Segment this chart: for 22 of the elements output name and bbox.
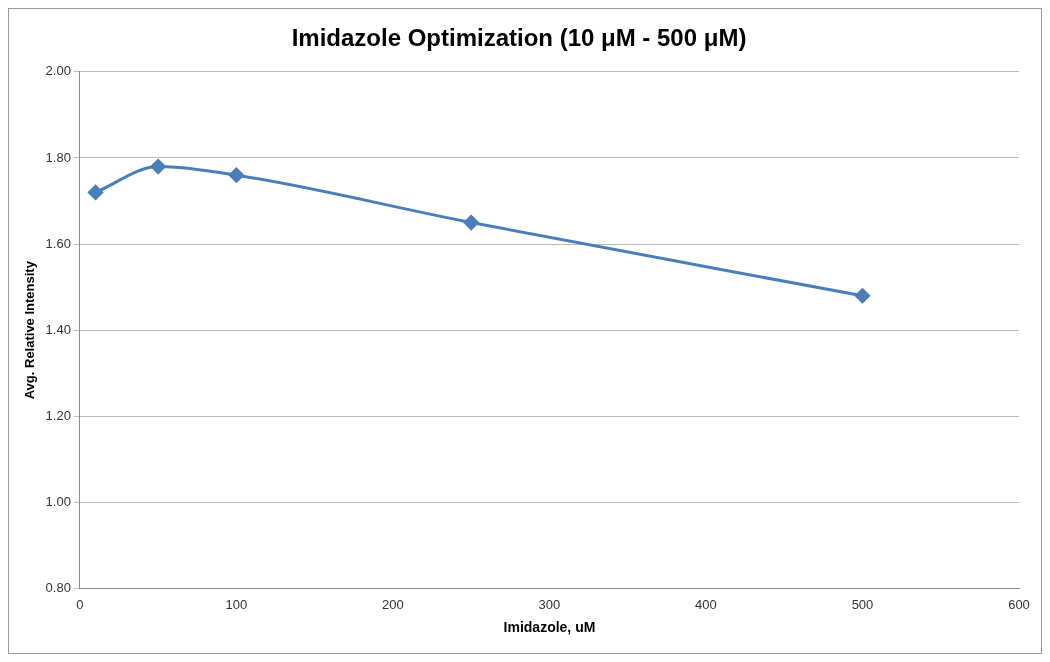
- y-tick-label: 1.20: [45, 407, 71, 423]
- x-tick-label: 100: [225, 596, 248, 612]
- x-tick-label: 300: [538, 596, 561, 612]
- y-axis-title: Avg. Relative Intensity: [22, 260, 38, 400]
- y-tick-label: 1.00: [45, 494, 71, 510]
- point: [150, 159, 166, 175]
- point: [463, 215, 479, 231]
- chart-title: Imidazole Optimization (10 μM - 500 μM): [291, 24, 747, 52]
- point: [88, 184, 104, 200]
- point: [854, 288, 870, 304]
- y-tick-label: 2.00: [45, 63, 71, 79]
- y-tick-label: 1.80: [45, 149, 71, 165]
- x-tick-label: 400: [695, 596, 717, 612]
- y-tick-label: 1.40: [45, 321, 71, 337]
- y-tick-label: 0.80: [45, 580, 71, 596]
- point: [228, 167, 244, 183]
- x-tick-label: 200: [382, 596, 404, 612]
- x-tick-label: 0: [76, 596, 84, 612]
- y-tick-label: 1.60: [45, 235, 71, 251]
- x-tick-label: 500: [851, 596, 874, 612]
- x-axis-title: Imidazole, uM: [503, 619, 596, 636]
- x-tick-label: 600: [1008, 596, 1030, 612]
